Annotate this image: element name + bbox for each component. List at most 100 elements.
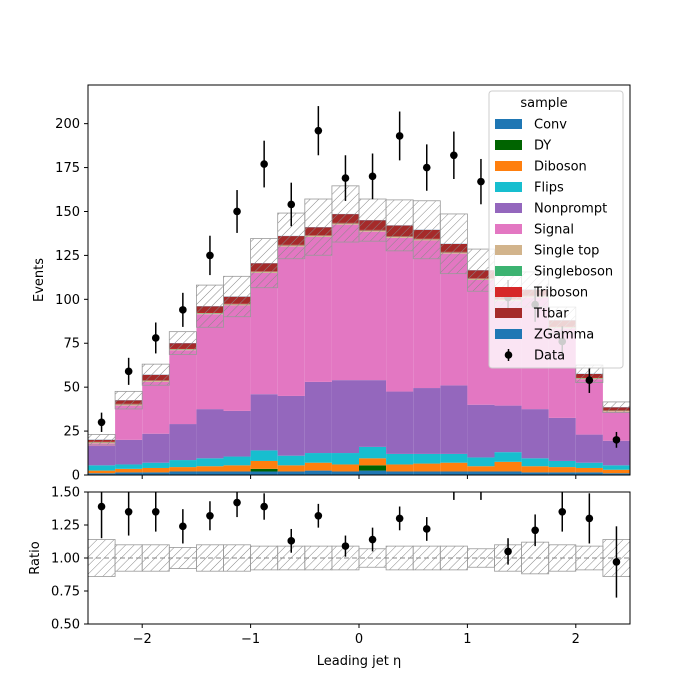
bar-flips-bin-18 bbox=[575, 462, 603, 468]
bar-conv-bin-18 bbox=[575, 472, 603, 475]
ratio-y-tick-label-3: 1.25 bbox=[51, 519, 80, 534]
ratio-point-18 bbox=[585, 514, 594, 523]
x-tick-label-1: −1 bbox=[241, 632, 260, 647]
legend-label-dy: DY bbox=[534, 139, 551, 154]
bar-nonprompt-bin-7 bbox=[277, 395, 305, 456]
bar-flips-bin-19 bbox=[602, 465, 630, 470]
data-point-4 bbox=[206, 251, 214, 260]
data-point-18 bbox=[585, 376, 594, 384]
legend-label-nonprompt: Nonprompt bbox=[534, 202, 607, 217]
ratio-point-17 bbox=[558, 508, 567, 516]
mc-uncertainty-bin-4 bbox=[195, 284, 224, 328]
bar-nonprompt-bin-3 bbox=[169, 424, 197, 461]
data-point-13 bbox=[450, 151, 458, 160]
ratio-points bbox=[97, 480, 621, 598]
main-y-tick-label-6: 150 bbox=[55, 205, 80, 220]
bar-nonprompt-bin-2 bbox=[142, 433, 170, 463]
legend-label-ttbar: Ttbar bbox=[533, 307, 569, 322]
data-point-8 bbox=[314, 126, 323, 135]
bar-diboson-bin-16 bbox=[521, 466, 549, 473]
legend-data-marker bbox=[504, 351, 513, 359]
bar-nonprompt-bin-1 bbox=[115, 439, 143, 465]
main-y-tick-label-0: 0 bbox=[72, 469, 80, 484]
x-tick-label-4: 2 bbox=[572, 632, 580, 647]
legend-title: sample bbox=[520, 96, 567, 111]
bar-signal-bin-5 bbox=[223, 305, 251, 411]
ratio-point-7 bbox=[287, 537, 296, 545]
bar-conv-bin-10 bbox=[359, 470, 387, 475]
ratio-axes: 0.50 0.75 1.00 1.25 1.50 −2 −1 0 1 2 bbox=[51, 486, 631, 647]
bar-signal-bin-9 bbox=[331, 224, 359, 381]
legend-label-conv: Conv bbox=[534, 118, 567, 133]
ratio-y-axis-label: Ratio bbox=[28, 541, 43, 574]
bar-flips-bin-17 bbox=[548, 460, 576, 468]
mc-uncertainty-bin-0 bbox=[88, 434, 116, 446]
main-y-tick-label-5: 125 bbox=[55, 249, 80, 264]
bar-diboson-bin-14 bbox=[467, 466, 495, 472]
bar-diboson-bin-9 bbox=[331, 464, 359, 472]
legend-swatch-dy bbox=[495, 140, 522, 150]
bar-signal-bin-10 bbox=[359, 231, 387, 381]
bar-nonprompt-bin-10 bbox=[359, 380, 387, 447]
bar-nonprompt-bin-8 bbox=[304, 381, 332, 454]
bar-signal-bin-12 bbox=[413, 240, 441, 389]
bar-conv-bin-16 bbox=[521, 472, 549, 475]
bar-conv-bin-9 bbox=[331, 471, 359, 475]
bar-diboson-bin-18 bbox=[575, 467, 603, 473]
bar-signal-bin-13 bbox=[440, 253, 468, 386]
bar-conv-bin-17 bbox=[548, 472, 576, 475]
ratio-point-14 bbox=[477, 480, 485, 488]
ratio-point-12 bbox=[422, 525, 431, 533]
legend-label-signal: Signal bbox=[534, 223, 574, 238]
bar-flips-bin-15 bbox=[494, 452, 522, 462]
mc-uncertainty-bin-5 bbox=[223, 275, 252, 318]
mc-uncertainty-bin-11 bbox=[385, 199, 414, 252]
bar-diboson-bin-6 bbox=[250, 460, 278, 469]
ratio-point-4 bbox=[206, 511, 214, 520]
ratio-point-6 bbox=[260, 502, 268, 511]
ratio-point-3 bbox=[179, 522, 187, 531]
legend-swatch-diboson bbox=[495, 161, 522, 171]
bar-conv-bin-2 bbox=[142, 472, 170, 475]
mc-uncertainty-bin-2 bbox=[141, 363, 170, 386]
bar-flips-bin-8 bbox=[304, 453, 332, 463]
legend-label-diboson: Diboson bbox=[534, 160, 587, 175]
bar-diboson-bin-13 bbox=[440, 462, 468, 472]
main-y-tick-label-3: 75 bbox=[63, 337, 80, 352]
main-y-tick-label-7: 175 bbox=[55, 161, 80, 176]
data-point-9 bbox=[341, 174, 350, 182]
main-y-tick-label-2: 50 bbox=[63, 381, 80, 396]
legend-label-data: Data bbox=[534, 349, 565, 364]
mc-uncertainty-bin-19 bbox=[602, 401, 630, 413]
x-tick-label-0: −2 bbox=[133, 632, 152, 647]
data-point-6 bbox=[260, 160, 268, 168]
bar-flips-bin-10 bbox=[359, 446, 387, 459]
bar-signal-bin-1 bbox=[115, 405, 143, 440]
data-point-12 bbox=[422, 163, 431, 172]
ratio-y-tick-label-2: 1.00 bbox=[51, 552, 80, 567]
legend-swatch-single-top bbox=[495, 245, 522, 255]
bar-diboson-bin-12 bbox=[413, 463, 441, 472]
bar-conv-bin-0 bbox=[88, 473, 116, 475]
bar-dy-bin-6 bbox=[250, 468, 278, 472]
bar-diboson-bin-4 bbox=[196, 466, 224, 472]
ratio-y-tick-label-0: 0.50 bbox=[51, 618, 80, 633]
main-y-tick-label-8: 200 bbox=[55, 117, 80, 132]
bar-signal-bin-11 bbox=[386, 237, 414, 392]
bar-diboson-bin-0 bbox=[88, 470, 116, 474]
bar-flips-bin-14 bbox=[467, 457, 495, 467]
data-point-19 bbox=[612, 436, 621, 444]
data-point-0 bbox=[97, 418, 106, 427]
bar-flips-bin-0 bbox=[88, 465, 116, 471]
bar-diboson-bin-1 bbox=[115, 468, 143, 473]
data-point-14 bbox=[477, 177, 485, 186]
bar-signal-bin-3 bbox=[169, 350, 197, 425]
bar-nonprompt-bin-16 bbox=[521, 409, 549, 459]
legend-label-single-top: Single top bbox=[534, 244, 599, 259]
bar-nonprompt-bin-0 bbox=[88, 446, 116, 466]
data-point-7 bbox=[287, 200, 296, 209]
bar-flips-bin-9 bbox=[331, 453, 359, 465]
main-y-axis-label: Events bbox=[32, 258, 47, 302]
ratio-point-15 bbox=[504, 547, 512, 556]
ratio-point-10 bbox=[368, 535, 377, 544]
